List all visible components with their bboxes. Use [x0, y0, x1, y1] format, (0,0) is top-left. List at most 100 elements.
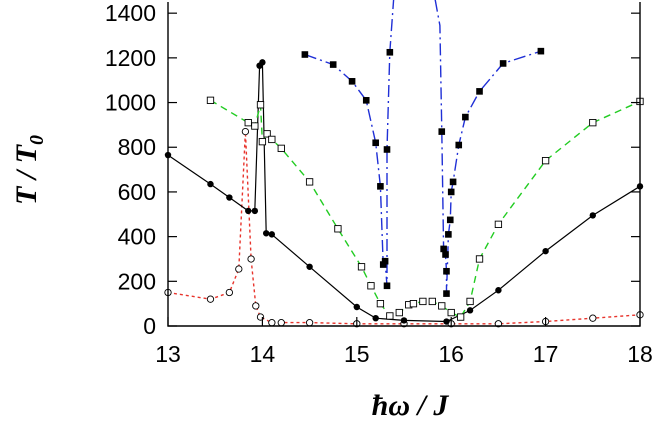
- y-tick-label: 1000: [105, 90, 156, 116]
- series-4-point: [455, 141, 463, 149]
- series-3-point: [258, 138, 267, 146]
- y-tick-label: 1400: [105, 0, 156, 26]
- series-4-point: [377, 183, 384, 190]
- series-3-point: [268, 135, 276, 144]
- series-3-point: [334, 225, 342, 233]
- x-tick-label: 15: [344, 341, 370, 367]
- plot-frame-line: [167, 2, 641, 327]
- series-4-point: [449, 178, 457, 186]
- series-2-point: [262, 230, 270, 237]
- series-1-point: [305, 318, 314, 327]
- y-axis-label: T / T0: [10, 135, 48, 205]
- x-tick-label: 18: [627, 341, 653, 367]
- series-2-point: [400, 317, 408, 324]
- series-4-line-right: [434, 0, 542, 294]
- series-4-point: [372, 139, 379, 147]
- series-2-point: [306, 263, 313, 270]
- y-tick-label: 200: [118, 268, 156, 294]
- series-3-point: [367, 282, 375, 290]
- series-3-point: [251, 122, 259, 130]
- series-3-point: [386, 312, 394, 320]
- series-4-point: [383, 282, 391, 290]
- series-2-point: [466, 307, 474, 314]
- series-3-point: [376, 300, 385, 308]
- series-3-point: [263, 130, 271, 138]
- series-3-point: [419, 297, 427, 306]
- series-2-point: [495, 287, 502, 294]
- series-1-point: [206, 295, 215, 303]
- series-2-point: [372, 314, 379, 322]
- series-4-point: [446, 216, 454, 224]
- y-tick-label: 600: [118, 179, 156, 205]
- series-4-point: [329, 61, 337, 68]
- series-2-point: [245, 207, 252, 215]
- series-2-point: [542, 247, 549, 255]
- series-3-point: [428, 297, 436, 306]
- series-3-line: [210, 99, 641, 319]
- series-4-point: [381, 257, 389, 265]
- y-tick-label: 400: [118, 224, 156, 250]
- series-1-point: [268, 318, 276, 327]
- series-3-point: [456, 313, 465, 321]
- x-axis-label: ħω / J: [372, 389, 450, 422]
- series-4-point: [301, 51, 309, 58]
- series-3-point: [541, 156, 550, 165]
- x-tick-label: 17: [533, 341, 559, 367]
- x-tick-label: 13: [155, 341, 181, 367]
- series-1-point: [252, 302, 260, 310]
- y-tick-label: 1200: [105, 45, 156, 71]
- series-4-point: [443, 290, 450, 297]
- series-4-point: [462, 113, 469, 121]
- series-3-point: [475, 255, 484, 263]
- series-4-point: [447, 188, 455, 196]
- series-1-point: [235, 265, 243, 273]
- series-4-point: [442, 251, 449, 258]
- plot-markers: [164, 47, 644, 328]
- series-2-point: [443, 318, 450, 325]
- axis-labels: ħω / J T / T0: [10, 135, 449, 422]
- series-1-line: [167, 131, 641, 325]
- series-4-line-left: [304, 0, 395, 286]
- plot-frame: [167, 2, 641, 327]
- series-4-point: [443, 267, 450, 275]
- series-1-point: [225, 288, 234, 297]
- y-tick-label: 0: [143, 313, 156, 339]
- series-3-point: [305, 178, 314, 186]
- series-2-point: [353, 303, 360, 311]
- series-2-point: [268, 231, 276, 238]
- series-3-point: [466, 297, 474, 306]
- plot-lines: [167, 0, 641, 325]
- y-tick-label: 800: [118, 134, 156, 160]
- series-3-point: [244, 119, 252, 127]
- series-4-point: [383, 146, 391, 153]
- series-1-point: [589, 314, 597, 322]
- series-1-point: [241, 127, 250, 136]
- series-2-point: [226, 194, 233, 201]
- series-4-point: [438, 128, 446, 135]
- axis-ticks: 13 14 15 16 17 18 0 200 400 600 800 1000 1200 1400: [105, 0, 653, 367]
- series-3-point: [438, 302, 446, 310]
- series-2-point: [251, 207, 259, 215]
- series-4-point: [537, 47, 545, 55]
- series-4-point: [499, 60, 507, 67]
- series-3-point: [395, 308, 403, 317]
- series-4-point: [440, 245, 447, 253]
- series-2-line: [167, 60, 641, 323]
- series-3-point: [206, 96, 215, 104]
- series-3-point: [409, 300, 418, 308]
- series-4-point: [386, 48, 394, 56]
- series-2-point: [259, 59, 266, 66]
- series-3-point: [589, 119, 597, 127]
- series-4-point: [348, 78, 356, 85]
- series-2-point: [207, 180, 214, 188]
- series-3-point: [256, 101, 265, 109]
- series-3-point: [494, 220, 503, 228]
- series-4-point: [476, 88, 483, 95]
- series-4-point: [445, 231, 452, 238]
- series-3-point: [447, 308, 455, 317]
- x-tick-label: 14: [250, 341, 276, 367]
- series-4-point: [362, 97, 370, 104]
- series-3-point: [357, 263, 366, 271]
- series-1-point: [277, 318, 285, 327]
